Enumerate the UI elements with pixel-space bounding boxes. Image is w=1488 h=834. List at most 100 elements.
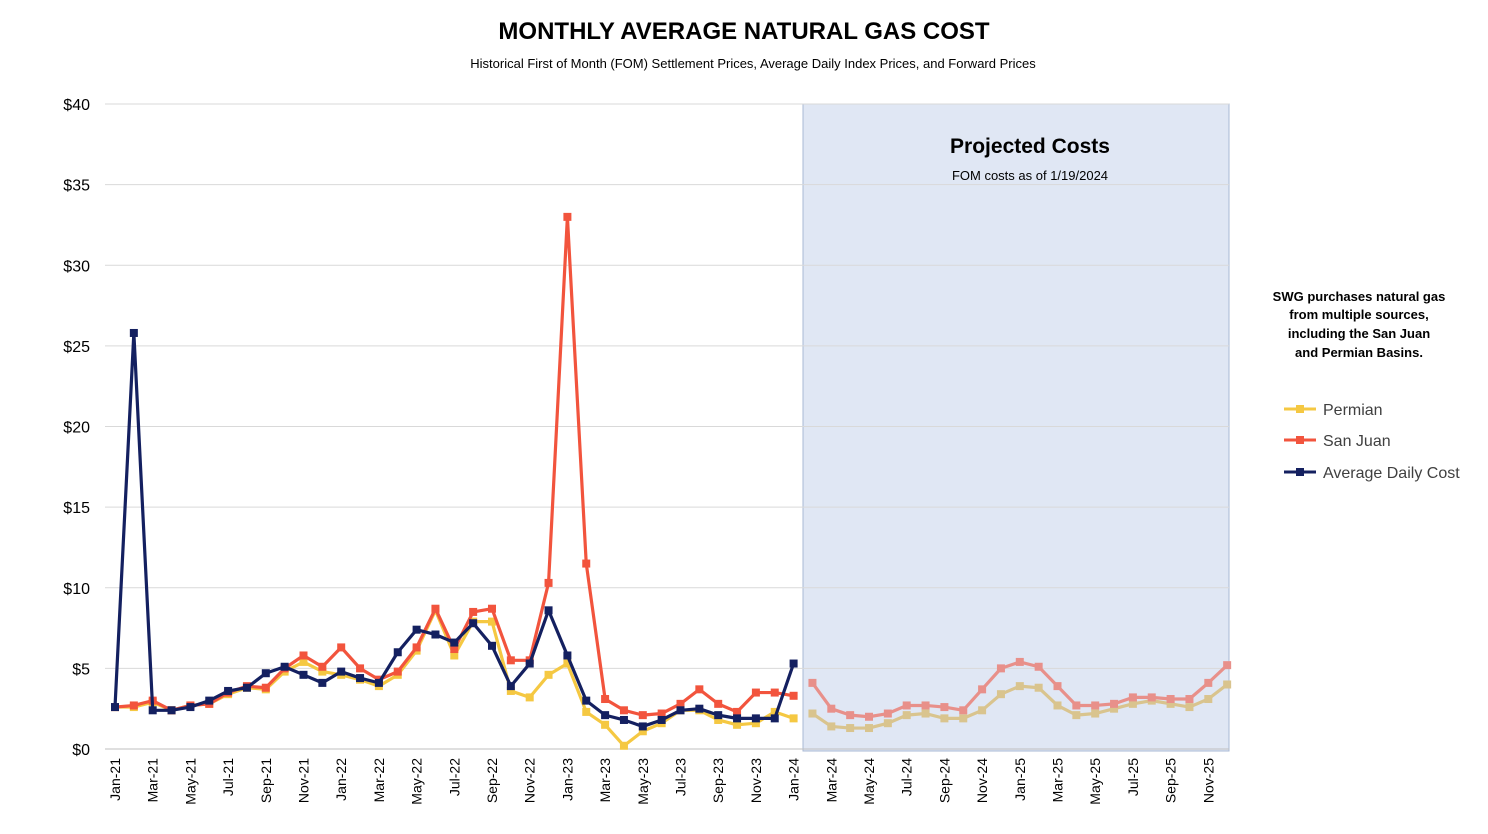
- data-point: [356, 674, 365, 683]
- series-line: [115, 608, 795, 748]
- data-point: [751, 688, 760, 697]
- x-tick-label: Jul-24: [899, 758, 915, 796]
- data-point: [959, 714, 968, 723]
- x-tick-label: Sep-21: [258, 758, 274, 803]
- x-tick-label: May-24: [861, 758, 877, 805]
- data-point: [789, 691, 798, 700]
- y-tick-label: $40: [63, 97, 90, 114]
- legend-item-permian: Permian: [1284, 402, 1383, 419]
- data-point: [978, 706, 987, 715]
- data-point: [902, 701, 911, 710]
- data-point: [431, 604, 440, 613]
- data-point: [770, 707, 779, 716]
- data-point: [1223, 680, 1232, 689]
- data-point: [111, 703, 119, 712]
- x-tick-label: May-22: [409, 758, 425, 805]
- data-point: [148, 706, 157, 715]
- data-point: [959, 706, 968, 715]
- data-point: [996, 690, 1005, 699]
- data-point: [450, 645, 459, 654]
- data-point: [506, 656, 515, 665]
- data-point: [469, 619, 478, 628]
- x-tick-label: Nov-21: [296, 758, 312, 803]
- data-point: [638, 711, 647, 720]
- data-point: [488, 641, 496, 650]
- legend-swatch-marker: [1296, 405, 1304, 413]
- data-point: [1072, 701, 1081, 710]
- data-point: [563, 651, 572, 660]
- data-point: [865, 724, 873, 733]
- data-point: [318, 678, 327, 687]
- data-point: [940, 714, 949, 723]
- series-line: [113, 331, 796, 729]
- data-point: [676, 699, 685, 708]
- data-point: [318, 662, 327, 671]
- legend-label: San Juan: [1323, 433, 1391, 450]
- data-point: [280, 662, 289, 671]
- data-point: [808, 678, 817, 687]
- data-point: [676, 706, 685, 715]
- data-point: [601, 720, 610, 729]
- data-point: [412, 643, 421, 652]
- data-point: [242, 683, 251, 692]
- data-point: [393, 667, 402, 676]
- data-point: [450, 638, 459, 647]
- data-point: [1128, 699, 1137, 708]
- data-point: [261, 683, 270, 692]
- data-point: [261, 669, 270, 678]
- x-tick-label: May-25: [1087, 758, 1103, 805]
- data-point: [1128, 693, 1137, 702]
- side-note-line: and Permian Basins.: [1295, 345, 1423, 360]
- x-tick-label: Jan-22: [333, 758, 349, 801]
- data-point: [695, 704, 704, 713]
- x-tick-label: Jan-25: [1012, 758, 1028, 801]
- data-point: [1166, 699, 1175, 708]
- data-point: [657, 709, 666, 718]
- data-point: [563, 212, 572, 221]
- data-point: [1072, 711, 1081, 720]
- data-point: [770, 688, 779, 697]
- data-point: [1034, 662, 1043, 671]
- data-point: [224, 686, 233, 695]
- data-point: [129, 701, 138, 710]
- data-point: [657, 715, 666, 724]
- data-point: [469, 607, 478, 616]
- data-point: [865, 712, 873, 721]
- x-tick-label: Nov-24: [974, 758, 990, 803]
- data-point: [525, 693, 534, 702]
- data-point: [544, 670, 553, 679]
- data-point: [186, 703, 195, 712]
- x-tick-label: Mar-25: [1050, 758, 1066, 803]
- series-lines: [111, 212, 1232, 750]
- projection-shading: [802, 103, 1230, 752]
- data-point: [1204, 695, 1213, 704]
- side-note-line: SWG purchases natural gas: [1273, 289, 1446, 304]
- data-point: [789, 659, 798, 668]
- data-point: [582, 707, 591, 716]
- data-point: [1147, 693, 1156, 702]
- data-point: [714, 699, 723, 708]
- y-tick-label: $5: [72, 661, 90, 678]
- data-point: [1091, 701, 1100, 710]
- data-point: [374, 678, 383, 687]
- data-point: [205, 696, 214, 705]
- data-point: [167, 706, 176, 715]
- x-tick-label: Sep-22: [484, 758, 500, 803]
- data-point: [846, 724, 855, 733]
- data-point: [450, 651, 459, 660]
- y-tick-label: $15: [63, 500, 90, 517]
- projection-sublabel: FOM costs as of 1/19/2024: [952, 168, 1108, 183]
- legend-item-san-juan: San Juan: [1284, 433, 1391, 450]
- data-point: [619, 715, 628, 724]
- data-point: [1185, 695, 1194, 704]
- data-point: [1166, 695, 1175, 704]
- x-tick-label: Mar-23: [597, 758, 613, 803]
- data-point: [733, 720, 742, 729]
- data-point: [996, 664, 1005, 673]
- legend-swatch-marker: [1296, 436, 1304, 444]
- data-point: [299, 670, 308, 679]
- x-tick-label: Nov-23: [748, 758, 764, 803]
- data-point: [337, 667, 346, 676]
- y-tick-label: $35: [63, 178, 90, 195]
- data-point: [601, 711, 610, 720]
